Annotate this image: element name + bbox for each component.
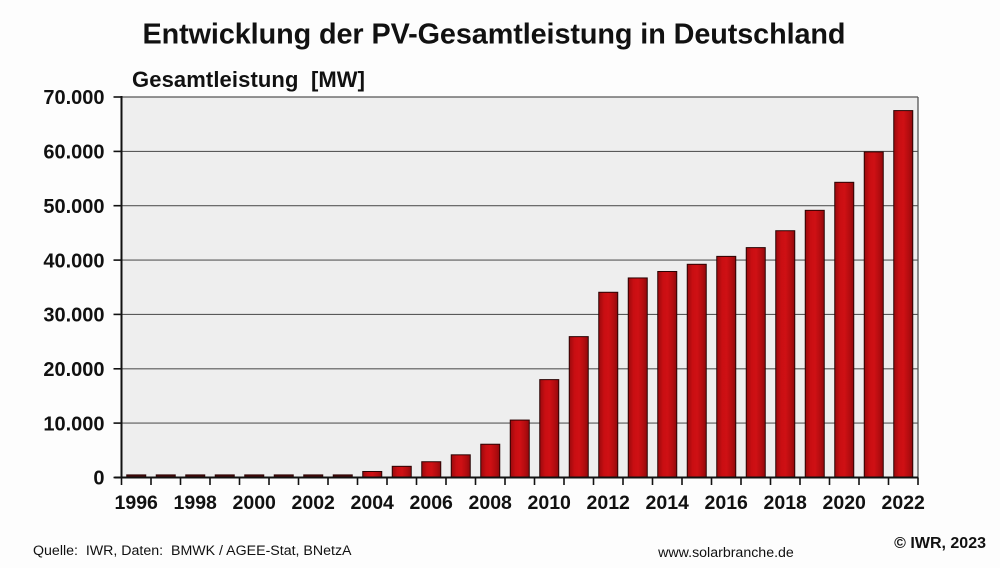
svg-text:1998: 1998 <box>174 492 218 514</box>
svg-text:Entwicklung der PV-Gesamtleist: Entwicklung der PV-Gesamtleistung in Deu… <box>143 19 846 51</box>
svg-text:2022: 2022 <box>882 492 926 514</box>
svg-text:2020: 2020 <box>823 492 867 514</box>
svg-text:1996: 1996 <box>115 492 159 514</box>
svg-text:2010: 2010 <box>528 492 572 514</box>
svg-text:10.000: 10.000 <box>43 413 104 435</box>
svg-text:30.000: 30.000 <box>43 305 104 327</box>
svg-text:2004: 2004 <box>351 492 395 514</box>
svg-text:Gesamtleistung [MW]: Gesamtleistung [MW] <box>132 67 365 92</box>
svg-text:2008: 2008 <box>469 492 513 514</box>
svg-text:© IWR, 2023: © IWR, 2023 <box>894 535 986 552</box>
svg-text:2000: 2000 <box>233 492 277 514</box>
svg-text:60.000: 60.000 <box>43 142 104 164</box>
svg-text:www.solarbranche.de: www.solarbranche.de <box>657 545 794 561</box>
svg-text:2014: 2014 <box>646 492 690 514</box>
svg-text:40.000: 40.000 <box>43 250 104 272</box>
svg-text:2002: 2002 <box>292 492 336 514</box>
svg-text:20.000: 20.000 <box>43 359 104 381</box>
svg-text:2018: 2018 <box>764 492 808 514</box>
svg-text:70.000: 70.000 <box>43 87 104 109</box>
svg-text:0: 0 <box>93 468 104 490</box>
svg-text:50.000: 50.000 <box>43 196 104 218</box>
svg-text:2012: 2012 <box>587 492 631 514</box>
svg-text:2016: 2016 <box>705 492 749 514</box>
svg-text:2006: 2006 <box>410 492 454 514</box>
svg-text:Quelle: IWR, Daten: BMWK / A: Quelle: IWR, Daten: BMWK / AGEE-Stat, BN… <box>33 543 352 559</box>
